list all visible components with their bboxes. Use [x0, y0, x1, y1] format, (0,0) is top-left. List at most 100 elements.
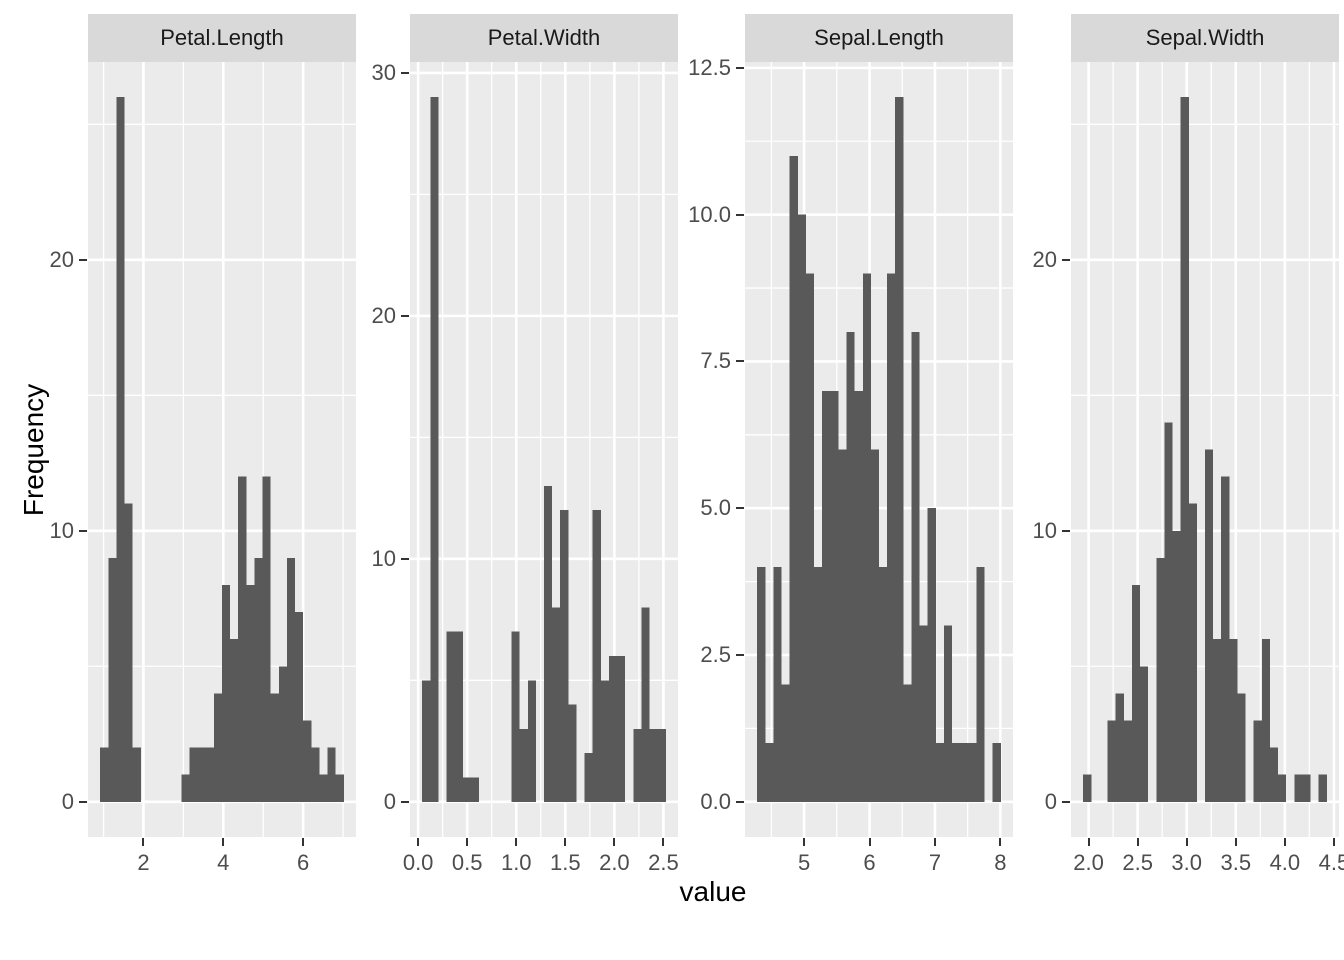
y-tick-label: 0: [61, 788, 74, 814]
y-tick-mark: [736, 653, 744, 656]
panel-petal-width: [410, 62, 678, 837]
histogram-bar: [927, 508, 936, 802]
histogram-bar: [238, 476, 247, 802]
x-tick-label: 8: [994, 850, 1007, 875]
x-tick-label: 2.0: [599, 850, 630, 875]
histogram-bar: [181, 774, 190, 802]
panel-background: [1071, 62, 1339, 837]
histogram-bar: [1294, 774, 1303, 802]
histogram-bar: [1213, 639, 1222, 802]
y-tick-label: 20: [1032, 246, 1057, 272]
histogram-bar: [132, 747, 141, 802]
histogram-bar: [968, 743, 977, 802]
x-tick-label: 6: [297, 850, 310, 875]
histogram-bar: [757, 566, 766, 802]
y-tick-mark: [736, 360, 744, 363]
histogram-bar: [1229, 639, 1238, 802]
histogram-bar: [100, 747, 109, 802]
histogram-bar: [1115, 693, 1124, 802]
y-tick-label: 20: [49, 246, 74, 272]
histogram-bar: [319, 774, 328, 802]
histogram-bar: [846, 332, 855, 802]
y-tick-mark: [1062, 258, 1070, 261]
y-tick-mark: [401, 557, 409, 560]
histogram-bar: [1318, 774, 1327, 802]
histogram-bar: [608, 656, 618, 802]
facet-strip-sepal-length: Sepal.Length: [745, 14, 1013, 62]
histogram-bar: [830, 390, 839, 802]
histogram-bar: [1278, 774, 1287, 802]
histogram-bar: [919, 625, 928, 802]
x-tick-mark: [222, 838, 225, 846]
histogram-bar: [1172, 530, 1181, 802]
y-tick-label: 5.0: [700, 495, 731, 521]
y-tick-label: 10: [49, 517, 74, 543]
y-tick-mark: [1062, 529, 1070, 532]
histogram-bar: [854, 390, 863, 802]
facet-strip-petal-length: Petal.Length: [88, 14, 356, 62]
histogram-bar: [789, 155, 798, 802]
histogram-bar: [568, 704, 577, 802]
x-tick-mark: [564, 838, 567, 846]
histogram-bar: [887, 273, 896, 802]
histogram-bar: [446, 631, 455, 802]
histogram-bar: [1205, 449, 1214, 802]
histogram-bar: [205, 747, 214, 802]
x-tick-mark: [803, 838, 806, 846]
histogram-bar: [116, 97, 125, 802]
x-tick-mark: [613, 838, 616, 846]
x-tick-mark: [1283, 838, 1286, 846]
histogram-bar: [773, 566, 782, 802]
histogram-bar: [1083, 774, 1092, 802]
y-tick-mark: [79, 800, 87, 803]
histogram-bar: [560, 510, 569, 802]
histogram-bar: [1188, 503, 1197, 802]
x-axis-title: value: [679, 876, 747, 907]
x-tick-label: 2.5: [1122, 850, 1153, 875]
y-tick-label: 20: [371, 302, 396, 328]
histogram-bar: [1164, 422, 1173, 802]
histogram-bar: [124, 503, 133, 802]
histogram-bar: [1107, 720, 1116, 802]
y-tick-mark: [736, 800, 744, 803]
x-tick-label: 5: [797, 850, 811, 875]
x-tick-mark: [417, 838, 420, 846]
y-tick-mark: [736, 507, 744, 510]
facet-strip-label: Petal.Length: [160, 25, 284, 50]
panel-sepal-width: [1071, 62, 1339, 837]
histogram-bar: [903, 684, 912, 802]
facet-strip-label: Sepal.Length: [814, 25, 944, 50]
x-tick-mark: [933, 838, 936, 846]
histogram-bar: [230, 639, 239, 802]
facet-strip-label: Sepal.Width: [1145, 25, 1265, 50]
histogram-bar: [943, 625, 953, 802]
facet-strip-label: Petal.Width: [487, 25, 601, 50]
y-tick-mark: [401, 71, 409, 74]
histogram-bar: [862, 273, 871, 802]
x-tick-label: 4.5: [1318, 850, 1344, 875]
histogram-bar: [641, 607, 650, 802]
y-tick-mark: [401, 314, 409, 317]
x-tick-label: 3.5: [1220, 850, 1252, 875]
histogram-bar: [1131, 584, 1141, 802]
x-tick-label: 7: [928, 850, 942, 875]
histogram-bar: [992, 743, 1001, 802]
x-tick-mark: [302, 838, 305, 846]
x-tick-label: 0.0: [402, 850, 434, 875]
histogram-bar: [879, 566, 888, 802]
histogram-bar: [189, 747, 198, 802]
y-tick-label: 2.5: [700, 641, 731, 667]
histogram-bar: [327, 747, 336, 802]
x-tick-mark: [1185, 838, 1188, 846]
x-tick-mark: [999, 838, 1002, 846]
y-tick-label: 7.5: [700, 348, 731, 374]
y-tick-label: 0: [383, 788, 396, 814]
histogram-bar: [1140, 666, 1149, 802]
histogram-bar: [270, 693, 279, 802]
histogram-bar: [814, 566, 823, 802]
histogram-bar: [470, 777, 480, 802]
histogram-bar: [657, 728, 666, 802]
histogram-bar: [1156, 557, 1165, 802]
histogram-bar: [303, 720, 312, 802]
histogram-bar: [295, 612, 304, 802]
